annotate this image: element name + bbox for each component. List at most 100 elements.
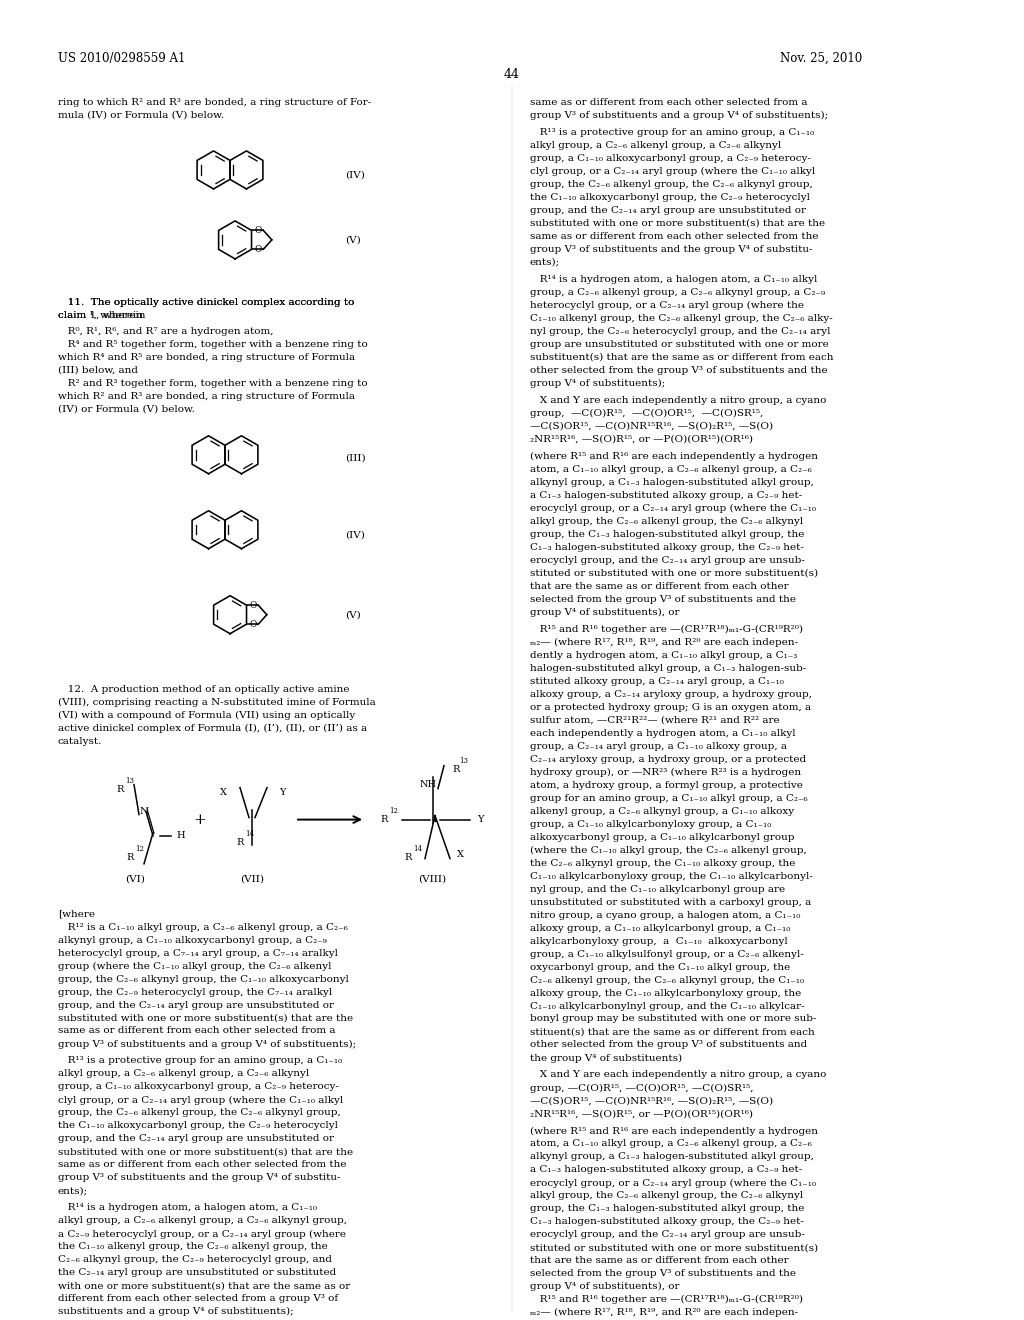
Text: a C₂₋₉ heterocyclyl group, or a C₂₋₁₄ aryl group (where: a C₂₋₉ heterocyclyl group, or a C₂₋₁₄ ar… <box>58 1229 346 1238</box>
Text: 12: 12 <box>389 807 398 814</box>
Text: erocyclyl group, and the C₂₋₁₄ aryl group are unsub-: erocyclyl group, and the C₂₋₁₄ aryl grou… <box>530 556 805 565</box>
Text: O: O <box>250 619 257 628</box>
Text: Nov. 25, 2010: Nov. 25, 2010 <box>780 51 862 65</box>
Text: the C₁₋₁₀ alkoxycarbonyl group, the C₂₋₉ heterocyclyl: the C₁₋₁₀ alkoxycarbonyl group, the C₂₋₉… <box>530 193 810 202</box>
Text: mula (IV) or Formula (V) below.: mula (IV) or Formula (V) below. <box>58 111 224 120</box>
Text: substituted with one or more substituent(s) that are the: substituted with one or more substituent… <box>58 1014 353 1023</box>
Text: that are the same as or different from each other: that are the same as or different from e… <box>530 582 788 591</box>
Text: ring to which R² and R³ are bonded, a ring structure of For-: ring to which R² and R³ are bonded, a ri… <box>58 98 372 107</box>
Text: alkynyl group, a C₁₋₃ halogen-substituted alkyl group,: alkynyl group, a C₁₋₃ halogen-substitute… <box>530 1152 814 1162</box>
Text: alkyl group, a C₂₋₆ alkenyl group, a C₂₋₆ alkynyl: alkyl group, a C₂₋₆ alkenyl group, a C₂₋… <box>530 141 781 150</box>
Text: (VI) with a compound of Formula (VII) using an optically: (VI) with a compound of Formula (VII) us… <box>58 710 355 719</box>
Text: halogen-substituted alkyl group, a C₁₋₃ halogen-sub-: halogen-substituted alkyl group, a C₁₋₃ … <box>530 664 806 673</box>
Text: erocyclyl group, or a C₂₋₁₄ aryl group (where the C₁₋₁₀: erocyclyl group, or a C₂₋₁₄ aryl group (… <box>530 504 816 513</box>
Text: group V⁴ of substituents);: group V⁴ of substituents); <box>530 379 666 388</box>
Text: substituent(s) that are the same as or different from each: substituent(s) that are the same as or d… <box>530 352 834 362</box>
Text: R⁰, R¹, R⁶, and R⁷ are a hydrogen atom,: R⁰, R¹, R⁶, and R⁷ are a hydrogen atom, <box>58 327 273 335</box>
Text: ₘ₂— (where R¹⁷, R¹⁸, R¹⁹, and R²⁰ are each indepen-: ₘ₂— (where R¹⁷, R¹⁸, R¹⁹, and R²⁰ are ea… <box>530 1308 798 1317</box>
Text: the C₂₋₁₄ aryl group are unsubstituted or substituted: the C₂₋₁₄ aryl group are unsubstituted o… <box>58 1269 336 1278</box>
Text: group for an amino group, a C₁₋₁₀ alkyl group, a C₂₋₆: group for an amino group, a C₁₋₁₀ alkyl … <box>530 793 808 803</box>
Text: stituted or substituted with one or more substituent(s): stituted or substituted with one or more… <box>530 569 818 578</box>
Text: R¹⁵ and R¹⁶ together are —(CR¹⁷R¹⁸)ₘ₁-G-(CR¹⁹R²⁰): R¹⁵ and R¹⁶ together are —(CR¹⁷R¹⁸)ₘ₁-G-… <box>530 1295 803 1304</box>
Text: X: X <box>457 850 464 859</box>
Text: group, a C₁₋₁₀ alkylcarbonyloxy group, a C₁₋₁₀: group, a C₁₋₁₀ alkylcarbonyloxy group, a… <box>530 820 771 829</box>
Text: group, a C₁₋₁₀ alkoxycarbonyl group, a C₂₋₉ heterocy-: group, a C₁₋₁₀ alkoxycarbonyl group, a C… <box>530 154 811 162</box>
Text: clyl group, or a C₂₋₁₄ aryl group (where the C₁₋₁₀ alkyl: clyl group, or a C₂₋₁₄ aryl group (where… <box>58 1096 343 1105</box>
Text: claim 1, wherein: claim 1, wherein <box>58 310 145 319</box>
Text: Y: Y <box>477 814 483 824</box>
Text: —C(S)OR¹⁵, —C(O)NR¹⁵R¹⁶, —S(O)₂R¹⁵, —S(O): —C(S)OR¹⁵, —C(O)NR¹⁵R¹⁶, —S(O)₂R¹⁵, —S(O… <box>530 1097 773 1105</box>
Text: (III) below, and: (III) below, and <box>58 366 138 375</box>
Text: (IV): (IV) <box>345 170 365 180</box>
Text: group, and the C₂₋₁₄ aryl group are unsubstituted or: group, and the C₂₋₁₄ aryl group are unsu… <box>58 1001 334 1010</box>
Text: (V): (V) <box>345 610 360 619</box>
Text: ents);: ents); <box>58 1187 88 1196</box>
Text: catalyst.: catalyst. <box>58 737 102 746</box>
Text: group V⁴ of substituents), or: group V⁴ of substituents), or <box>530 1282 680 1291</box>
Text: R: R <box>127 853 134 862</box>
Text: heterocyclyl group, or a C₂₋₁₄ aryl group (where the: heterocyclyl group, or a C₂₋₁₄ aryl grou… <box>530 301 804 310</box>
Text: (V): (V) <box>345 235 360 244</box>
Text: group, the C₂₋₉ heterocyclyl group, the C₇₋₁₄ aralkyl: group, the C₂₋₉ heterocyclyl group, the … <box>58 987 332 997</box>
Text: same as or different from each other selected from the: same as or different from each other sel… <box>530 232 818 240</box>
Text: R¹³ is a protective group for an amino group, a C₁₋₁₀: R¹³ is a protective group for an amino g… <box>58 1056 342 1065</box>
Text: C₁₋₁₀ alkylcarbonyloxy group, the C₁₋₁₀ alkylcarbonyl-: C₁₋₁₀ alkylcarbonyloxy group, the C₁₋₁₀ … <box>530 871 813 880</box>
Text: group, a C₂₋₁₄ aryl group, a C₁₋₁₀ alkoxy group, a: group, a C₂₋₁₄ aryl group, a C₁₋₁₀ alkox… <box>530 742 787 751</box>
Text: H: H <box>176 832 184 841</box>
Text: 44: 44 <box>504 67 520 81</box>
Text: group V³ of substituents and the group V⁴ of substitu-: group V³ of substituents and the group V… <box>58 1173 341 1183</box>
Text: selected from the group V³ of substituents and the: selected from the group V³ of substituen… <box>530 595 796 603</box>
Text: group V⁴ of substituents), or: group V⁴ of substituents), or <box>530 607 680 616</box>
Text: alkyl group, a C₂₋₆ alkenyl group, a C₂₋₆ alkynyl group,: alkyl group, a C₂₋₆ alkenyl group, a C₂₋… <box>58 1217 347 1225</box>
Text: the C₂₋₆ alkynyl group, the C₁₋₁₀ alkoxy group, the: the C₂₋₆ alkynyl group, the C₁₋₁₀ alkoxy… <box>530 858 796 867</box>
Text: +: + <box>194 813 207 826</box>
Text: the C₁₋₁₀ alkoxycarbonyl group, the C₂₋₉ heterocyclyl: the C₁₋₁₀ alkoxycarbonyl group, the C₂₋₉… <box>58 1122 338 1130</box>
Text: (where R¹⁵ and R¹⁶ are each independently a hydrogen: (where R¹⁵ and R¹⁶ are each independentl… <box>530 1126 818 1135</box>
Text: R¹² is a C₁₋₁₀ alkyl group, a C₂₋₆ alkenyl group, a C₂₋₆: R¹² is a C₁₋₁₀ alkyl group, a C₂₋₆ alken… <box>58 923 348 932</box>
Text: atom, a hydroxy group, a formyl group, a protective: atom, a hydroxy group, a formyl group, a… <box>530 780 803 789</box>
Text: heterocyclyl group, a C₇₋₁₄ aryl group, a C₇₋₁₄ aralkyl: heterocyclyl group, a C₇₋₁₄ aryl group, … <box>58 949 338 957</box>
Text: alkyl group, a C₂₋₆ alkenyl group, a C₂₋₆ alkynyl: alkyl group, a C₂₋₆ alkenyl group, a C₂₋… <box>58 1069 309 1078</box>
Text: the C₁₋₁₀ alkenyl group, the C₂₋₆ alkenyl group, the: the C₁₋₁₀ alkenyl group, the C₂₋₆ alkeny… <box>58 1242 328 1251</box>
Text: R² and R³ together form, together with a benzene ring to: R² and R³ together form, together with a… <box>58 379 368 388</box>
Text: —C(S)OR¹⁵, —C(O)NR¹⁵R¹⁶, —S(O)₂R¹⁵, —S(O): —C(S)OR¹⁵, —C(O)NR¹⁵R¹⁶, —S(O)₂R¹⁵, —S(O… <box>530 422 773 430</box>
Text: group, and the C₂₋₁₄ aryl group are unsubstituted or: group, and the C₂₋₁₄ aryl group are unsu… <box>530 206 806 215</box>
Text: atom, a C₁₋₁₀ alkyl group, a C₂₋₆ alkenyl group, a C₂₋₆: atom, a C₁₋₁₀ alkyl group, a C₂₋₆ alkeny… <box>530 1139 812 1148</box>
Text: C₂₋₁₄ aryloxy group, a hydroxy group, or a protected: C₂₋₁₄ aryloxy group, a hydroxy group, or… <box>530 755 806 764</box>
Text: stituted alkoxy group, a C₂₋₁₄ aryl group, a C₁₋₁₀: stituted alkoxy group, a C₂₋₁₄ aryl grou… <box>530 677 784 685</box>
Text: C₂₋₆ alkynyl group, the C₂₋₉ heterocyclyl group, and: C₂₋₆ alkynyl group, the C₂₋₉ heterocycly… <box>58 1255 332 1265</box>
Text: (VIII), comprising reacting a N-substituted imine of Formula: (VIII), comprising reacting a N-substitu… <box>58 698 376 706</box>
Text: (IV) or Formula (V) below.: (IV) or Formula (V) below. <box>58 405 195 413</box>
Text: alkyl group, the C₂₋₆ alkenyl group, the C₂₋₆ alkynyl: alkyl group, the C₂₋₆ alkenyl group, the… <box>530 1192 803 1200</box>
Text: different from each other selected from a group V³ of: different from each other selected from … <box>58 1295 338 1303</box>
Text: group, a C₁₋₁₀ alkylsulfonyl group, or a C₂₋₆ alkenyl-: group, a C₁₋₁₀ alkylsulfonyl group, or a… <box>530 949 804 958</box>
Text: C₁₋₁₀ alkenyl group, the C₂₋₆ alkenyl group, the C₂₋₆ alky-: C₁₋₁₀ alkenyl group, the C₂₋₆ alkenyl gr… <box>530 314 833 323</box>
Text: X: X <box>220 788 227 797</box>
Text: erocyclyl group, and the C₂₋₁₄ aryl group are unsub-: erocyclyl group, and the C₂₋₁₄ aryl grou… <box>530 1230 805 1239</box>
Text: hydroxy group), or —NR²³ (where R²³ is a hydrogen: hydroxy group), or —NR²³ (where R²³ is a… <box>530 768 801 776</box>
Text: (VII): (VII) <box>240 875 264 883</box>
Text: alkynyl group, a C₁₋₃ halogen-substituted alkyl group,: alkynyl group, a C₁₋₃ halogen-substitute… <box>530 478 814 487</box>
Text: ₘ₂— (where R¹⁷, R¹⁸, R¹⁹, and R²⁰ are each indepen-: ₘ₂— (where R¹⁷, R¹⁸, R¹⁹, and R²⁰ are ea… <box>530 638 798 647</box>
Text: C₁₋₃ halogen-substituted alkoxy group, the C₂₋₉ het-: C₁₋₃ halogen-substituted alkoxy group, t… <box>530 1217 804 1226</box>
Text: N: N <box>139 807 148 816</box>
Text: dently a hydrogen atom, a C₁₋₁₀ alkyl group, a C₁₋₃: dently a hydrogen atom, a C₁₋₁₀ alkyl gr… <box>530 651 798 660</box>
Text: 14: 14 <box>413 845 422 853</box>
Text: R⁴ and R⁵ together form, together with a benzene ring to: R⁴ and R⁵ together form, together with a… <box>58 339 368 348</box>
Text: clyl group, or a C₂₋₁₄ aryl group (where the C₁₋₁₀ alkyl: clyl group, or a C₂₋₁₄ aryl group (where… <box>530 166 815 176</box>
Text: O: O <box>255 246 262 253</box>
Text: alkynyl group, a C₁₋₁₀ alkoxycarbonyl group, a C₂₋₉: alkynyl group, a C₁₋₁₀ alkoxycarbonyl gr… <box>58 936 327 945</box>
Text: other selected from the group V³ of substituents and the: other selected from the group V³ of subs… <box>530 366 827 375</box>
Text: (IV): (IV) <box>345 531 365 540</box>
Text: group, a C₂₋₆ alkenyl group, a C₂₋₆ alkynyl group, a C₂₋₉: group, a C₂₋₆ alkenyl group, a C₂₋₆ alky… <box>530 288 825 297</box>
Text: stituted or substituted with one or more substituent(s): stituted or substituted with one or more… <box>530 1243 818 1253</box>
Text: nitro group, a cyano group, a halogen atom, a C₁₋₁₀: nitro group, a cyano group, a halogen at… <box>530 911 801 920</box>
Text: nyl group, and the C₁₋₁₀ alkylcarbonyl group are: nyl group, and the C₁₋₁₀ alkylcarbonyl g… <box>530 884 785 894</box>
Text: unsubstituted or substituted with a carboxyl group, a: unsubstituted or substituted with a carb… <box>530 898 811 907</box>
Text: R¹⁵ and R¹⁶ together are —(CR¹⁷R¹⁸)ₘ₁-G-(CR¹⁹R²⁰): R¹⁵ and R¹⁶ together are —(CR¹⁷R¹⁸)ₘ₁-G-… <box>530 624 803 634</box>
Text: R: R <box>381 814 388 824</box>
Text: US 2010/0298559 A1: US 2010/0298559 A1 <box>58 51 185 65</box>
Text: R¹³ is a protective group for an amino group, a C₁₋₁₀: R¹³ is a protective group for an amino g… <box>530 128 814 137</box>
Text: group are unsubstituted or substituted with one or more: group are unsubstituted or substituted w… <box>530 339 828 348</box>
Text: group V³ of substituents and a group V⁴ of substituents);: group V³ of substituents and a group V⁴ … <box>58 1039 356 1048</box>
